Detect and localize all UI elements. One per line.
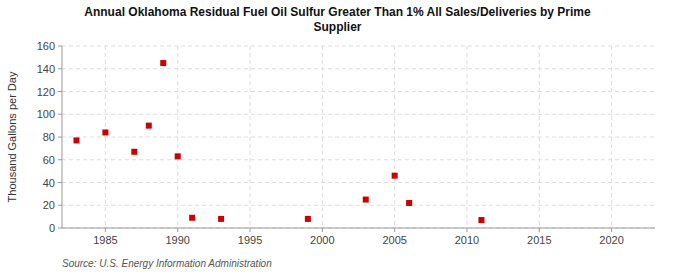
point (102, 129, 108, 135)
grid-line-y (62, 159, 655, 160)
x-tick (611, 228, 612, 232)
y-tick-label: 60 (43, 154, 55, 166)
title: Annual Oklahoma Residual Fuel Oil Sulfur… (84, 5, 591, 34)
grid-line-y (62, 205, 655, 206)
x-tick-label: 1985 (93, 234, 117, 246)
x-tick (177, 228, 178, 232)
grid (62, 46, 655, 228)
y-tick-label: 80 (43, 131, 55, 143)
point (146, 123, 152, 129)
point (160, 60, 166, 66)
grid-line-x (177, 46, 178, 228)
grid-line-x (611, 46, 612, 228)
x-tick (250, 228, 251, 232)
title-line: Annual Oklahoma Residual Fuel Oil Sulfur… (84, 5, 591, 19)
title-line: Supplier (313, 20, 361, 34)
x-tick (394, 228, 395, 232)
grid-line-y (62, 91, 655, 92)
y-tick (58, 137, 62, 138)
chart-container: 1985 1990 1995 2000 2005 2010 2015 2020 0 20 40 60 8… (0, 0, 675, 275)
y-tick (58, 68, 62, 69)
y-tick (58, 205, 62, 206)
grid-line-y (62, 182, 655, 183)
x-tick (539, 228, 540, 232)
x-tick (105, 228, 106, 232)
x-tick-label: 2005 (382, 234, 406, 246)
x-tick-label: 2015 (527, 234, 551, 246)
grid-line-y (62, 137, 655, 138)
y-tick (58, 114, 62, 115)
point (175, 153, 181, 159)
point (406, 200, 412, 206)
y-tick (58, 91, 62, 92)
grid-line-y (62, 46, 655, 47)
points (73, 60, 484, 223)
x-tick-label: 1990 (165, 234, 189, 246)
grid-line-y (62, 114, 655, 115)
point (73, 137, 79, 143)
y-tick-label: 120 (37, 86, 55, 98)
point (131, 149, 137, 155)
x-axis-line (62, 228, 655, 229)
x-tick (322, 228, 323, 232)
y-tick (58, 182, 62, 183)
grid-line-x (105, 46, 106, 228)
y-tick-label: 100 (37, 108, 55, 120)
y-tick-label: 40 (43, 177, 55, 189)
x-tick (466, 228, 467, 232)
grid-line-x (250, 46, 251, 228)
x-tick-label: 2020 (599, 234, 623, 246)
grid-line-x (466, 46, 467, 228)
y-tick (58, 46, 62, 47)
point (478, 217, 484, 223)
grid-line-x (539, 46, 540, 228)
annotation: Source: U.S. Energy Information Administ… (62, 258, 272, 269)
x-tick-label: 1995 (238, 234, 262, 246)
y-tick-label: 20 (43, 199, 55, 211)
x-tick-label: 2000 (310, 234, 334, 246)
grid-line-x (394, 46, 395, 228)
y-tick (58, 159, 62, 160)
grid-line-x (322, 46, 323, 228)
y-axis-label: Thousand Gallons per Day (6, 71, 18, 202)
grid-line-y (62, 228, 655, 229)
y-tick-label: 0 (49, 222, 55, 234)
grid-line-y (62, 68, 655, 69)
point (189, 215, 195, 221)
point (363, 197, 369, 203)
point (218, 216, 224, 222)
point (305, 216, 311, 222)
chart-svg: 1985 1990 1995 2000 2005 2010 2015 2020 0 20 40 60 8… (0, 0, 675, 275)
point (392, 173, 398, 179)
y-tick (58, 228, 62, 229)
y-tick-label: 140 (37, 63, 55, 75)
y-tick-label: 160 (37, 40, 55, 52)
x-tick-label: 2010 (455, 234, 479, 246)
